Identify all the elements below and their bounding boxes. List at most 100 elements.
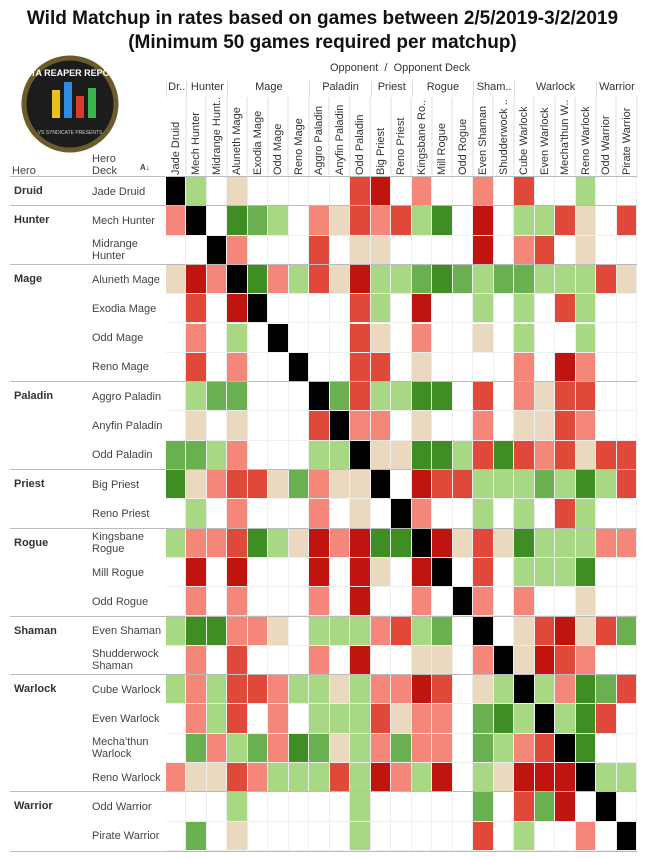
matchup-cell [534,704,556,734]
matchup-cell [473,704,494,734]
matchup-cell [493,528,515,558]
matchup-cell [268,235,289,265]
bottom-border [10,850,637,852]
matchup-cell [411,821,433,851]
matchup-cell [452,675,474,705]
matchup-cell [534,821,556,851]
matchup-cell [329,440,351,470]
matchup-cell [534,645,556,676]
deck-label: Big Priest [92,478,140,491]
matchup-cell [288,733,310,763]
matchup-cell [227,235,248,265]
matchup-cell [616,411,637,441]
matchup-cell [534,528,556,558]
matchup-cell [452,645,474,676]
matchup-cell [411,235,433,265]
column-label: Odd Mage [268,97,289,175]
matchup-cell [473,440,494,470]
matchup-cell [493,616,515,646]
matchup-cell [514,440,535,470]
matchup-cell [206,587,228,617]
matchup-cell [247,528,269,558]
matchup-cell [288,411,310,441]
matchup-cell [473,821,494,851]
matchup-cell [329,792,351,822]
matchup-cell [432,323,453,353]
deck-label: Shudderwock Shaman [92,648,159,673]
matchup-cell [186,411,207,441]
matchup-cell [309,323,330,353]
matchup-cell [288,323,310,353]
matchup-cell [166,235,187,265]
matchup-cell [186,470,207,500]
matchup-cell [391,206,412,236]
matchup-cell [370,470,392,500]
matchup-cell [370,733,392,763]
matchup-cell [432,675,453,705]
matchup-cell [514,792,535,822]
matchup-cell [616,177,637,207]
matchup-cell [166,675,187,705]
matchup-cell [493,792,515,822]
matchup-cell [370,675,392,705]
matchup-cell [514,177,535,207]
matchup-cell [268,645,289,676]
deck-label: Exodia Mage [92,302,157,315]
deck-label: Midrange Hunter [92,238,138,263]
matchup-cell [411,733,433,763]
matchup-cell [432,206,453,236]
matchup-cell [350,264,371,295]
matchup-cell [329,470,351,500]
matchup-cell [186,352,207,383]
matchup-cell [514,235,535,265]
matchup-cell [493,499,515,529]
matchup-cell [309,821,330,851]
column-label: Cube Warlock [514,97,535,175]
matchup-cell [575,733,597,763]
matchup-cell [575,323,597,353]
matchup-cell [555,616,576,646]
matchup-cell [329,411,351,441]
matchup-cell [166,177,187,207]
matchup-cell [596,177,617,207]
matchup-cell [166,323,187,353]
matchup-cell [493,704,515,734]
matchup-cell [329,499,351,529]
matchup-cell [411,792,433,822]
matchup-cell [370,645,392,676]
matchup-cell [166,411,187,441]
matchup-cell [555,528,576,558]
matchup-cell [268,323,289,353]
deck-label: Odd Warrior [92,800,152,813]
matchup-cell [206,528,228,558]
matchup-cell [411,382,433,412]
matchup-cell [268,352,289,383]
matchup-cell [555,587,576,617]
matchup-cell [411,323,433,353]
matchup-cell [473,528,494,558]
matchup-cell [370,528,392,558]
column-group-label: Priest [370,81,412,97]
matchup-cell [493,264,515,295]
matchup-cell [288,382,310,412]
matchup-cell [206,323,228,353]
matchup-cell [452,323,474,353]
matchup-cell [247,382,269,412]
matchup-cell [596,411,617,441]
matchup-cell [432,587,453,617]
matchup-cell [493,470,515,500]
deck-label: Reno Priest [92,507,150,520]
sort-icon[interactable]: A↓ [140,163,150,172]
matchup-cell [227,616,248,646]
matchup-cell [227,528,248,558]
matchup-cell [616,704,637,734]
matchup-cell [432,499,453,529]
column-label: Aggro Paladin [309,97,330,175]
column-label: Odd Paladin [350,97,371,175]
matchup-cell [534,382,556,412]
matchup-cell [288,235,310,265]
matchup-cell [432,177,453,207]
matchup-cell [370,821,392,851]
column-label: Kingsbane Ro.. [411,97,433,175]
